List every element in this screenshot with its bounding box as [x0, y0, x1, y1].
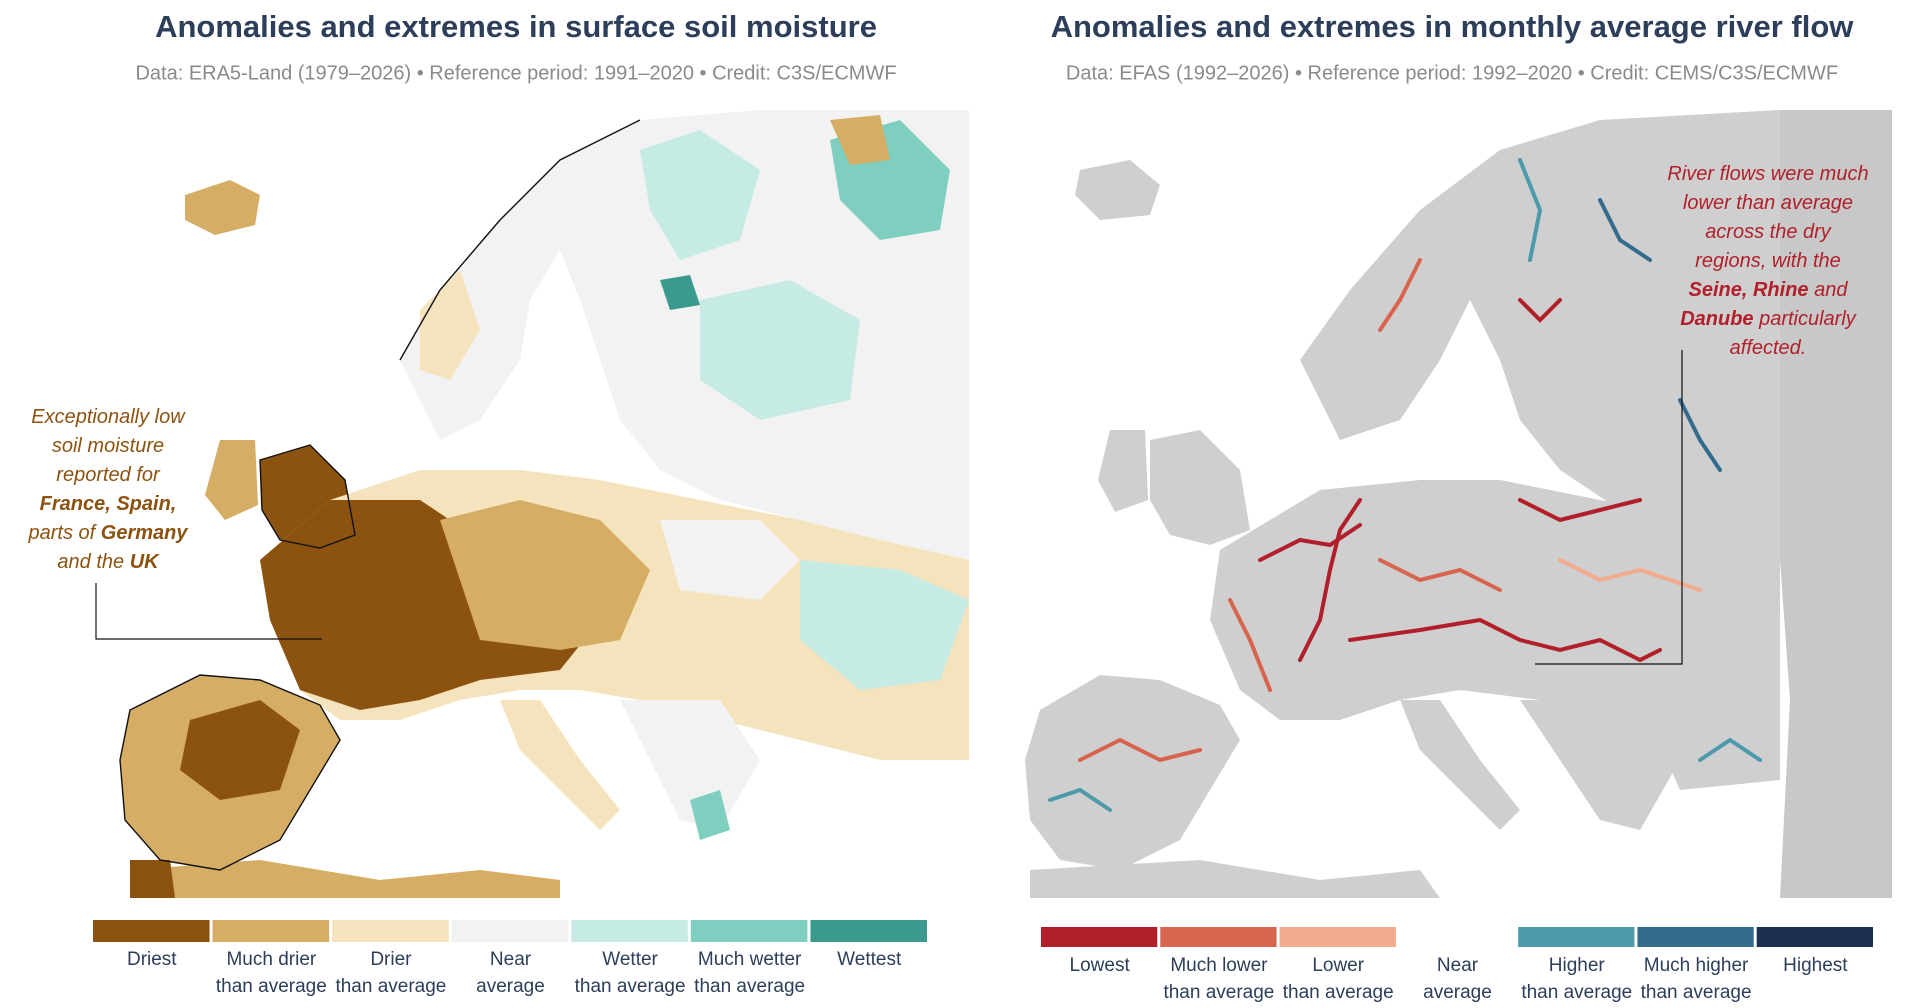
- annotation-segment: Seine, Rhine: [1689, 279, 1809, 301]
- legend-swatch: [690, 920, 808, 942]
- leader-line: [95, 583, 322, 640]
- annotation-line: and the UK: [57, 551, 160, 573]
- legend-label: average: [476, 976, 545, 997]
- legend-swatch: [1160, 927, 1277, 947]
- panel-subtitle: Data: EFAS (1992–2026) • Reference perio…: [1066, 62, 1838, 84]
- legend-swatch: [1756, 927, 1873, 947]
- legend-label: than average: [575, 976, 686, 997]
- annotation-line: across the dry: [1705, 221, 1832, 243]
- annotation-line: reported for: [56, 464, 161, 486]
- legend-label: Lower: [1312, 955, 1364, 976]
- annotation-segment: Danube: [1680, 308, 1753, 330]
- legend-label: than average: [694, 976, 805, 997]
- legend-label: Much lower: [1170, 955, 1268, 976]
- annotation-line: lower than average: [1683, 192, 1853, 214]
- legend-label: Much higher: [1644, 955, 1749, 976]
- legend-swatch: [451, 920, 569, 942]
- annotation-segment: particularly: [1754, 308, 1857, 330]
- annotation-segment: Germany: [101, 522, 189, 544]
- annotation-segment: across the dry: [1705, 221, 1832, 243]
- annotation-line: soil moisture: [52, 435, 164, 457]
- legend-swatch: [332, 920, 449, 942]
- annotation-segment: parts of: [28, 522, 101, 544]
- soil-moisture-map: [113, 110, 969, 898]
- annotation-line: Exceptionally low: [31, 406, 186, 428]
- annotation-line: Danube particularly: [1680, 308, 1857, 330]
- annotation-line: River flows were much: [1667, 163, 1868, 185]
- annotation-segment: and: [1809, 279, 1849, 301]
- annotation-segment: lower than average: [1683, 192, 1853, 214]
- legend-label: Much wetter: [698, 949, 802, 970]
- legend-label: than average: [335, 976, 446, 997]
- leader-line: [1535, 350, 1683, 665]
- legend-label: Drier: [370, 949, 412, 970]
- legend-label: Wetter: [602, 949, 658, 970]
- legend-label: Lowest: [1070, 955, 1131, 976]
- annotation-segment: River flows were much: [1667, 163, 1868, 185]
- legend-label: Much drier: [226, 949, 316, 970]
- legend-swatch: [1518, 927, 1635, 947]
- annotation-segment: UK: [130, 551, 160, 573]
- legend-label: than average: [1641, 982, 1752, 1003]
- annotation-line: France, Spain,: [40, 493, 177, 515]
- annotation-segment: affected.: [1730, 337, 1807, 359]
- annotation-segment: and the: [57, 551, 129, 573]
- legend-label: average: [1423, 982, 1492, 1003]
- annotation-segment: France, Spain,: [40, 493, 177, 515]
- text-layer: Anomalies and extremes in surface soil m…: [28, 9, 1873, 1003]
- legend-swatch: [571, 920, 688, 942]
- annotation-line: Seine, Rhine and: [1689, 279, 1849, 301]
- legend-label: Driest: [127, 949, 177, 970]
- legend-label: Wettest: [837, 949, 902, 970]
- legend-label: than average: [1521, 982, 1632, 1003]
- legend-swatch: [1637, 927, 1754, 947]
- legend-label: Near: [490, 949, 532, 970]
- panel-subtitle: Data: ERA5-Land (1979–2026) • Reference …: [135, 62, 896, 84]
- legend-swatch: [212, 920, 330, 942]
- legend-label: than average: [1163, 982, 1274, 1003]
- legend-swatch: [810, 920, 927, 942]
- annotation-line: affected.: [1730, 337, 1807, 359]
- annotation-segment: soil moisture: [52, 435, 164, 457]
- legend-label: than average: [216, 976, 327, 997]
- panel-title: Anomalies and extremes in monthly averag…: [1051, 9, 1855, 44]
- river-flow-map: [1009, 110, 1892, 898]
- panel-title: Anomalies and extremes in surface soil m…: [155, 9, 877, 44]
- legend-label: Near: [1437, 955, 1479, 976]
- legend-label: Highest: [1783, 955, 1848, 976]
- annotation-segment: regions, with the: [1695, 250, 1841, 272]
- legend-swatch: [93, 920, 210, 942]
- annotation-segment: reported for: [56, 464, 161, 486]
- annotation-line: regions, with the: [1695, 250, 1841, 272]
- legend-swatch: [1041, 927, 1158, 947]
- legend-label: Higher: [1549, 955, 1606, 976]
- legend-swatch: [1279, 927, 1396, 947]
- annotation-segment: Exceptionally low: [31, 406, 186, 428]
- legend-label: than average: [1283, 982, 1394, 1003]
- annotation-line: parts of Germany: [28, 522, 189, 544]
